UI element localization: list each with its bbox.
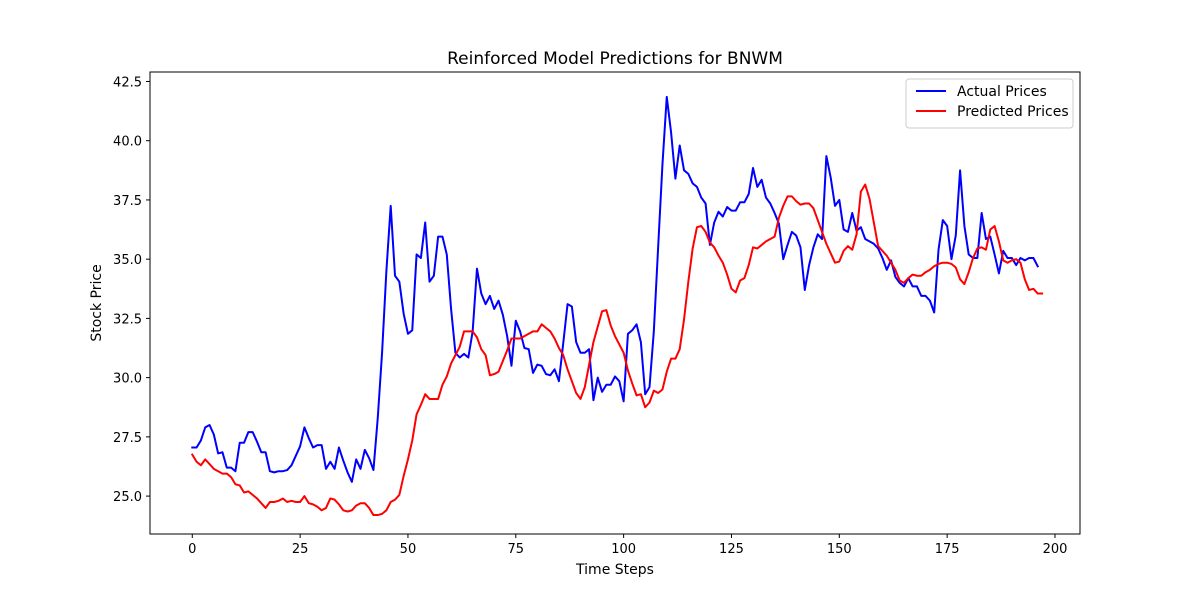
x-axis-label: Time Steps bbox=[575, 562, 654, 578]
y-tick-label: 25.0 bbox=[113, 490, 142, 505]
chart-title: Reinforced Model Predictions for BNWM bbox=[447, 49, 783, 69]
series-line-actual-prices bbox=[191, 95, 1040, 483]
y-tick-label: 37.5 bbox=[113, 194, 142, 209]
x-tick-label: 175 bbox=[935, 542, 960, 557]
y-tick-label: 32.5 bbox=[113, 312, 142, 327]
legend-label-actual-prices: Actual Prices bbox=[957, 84, 1047, 100]
y-tick-label: 30.0 bbox=[113, 372, 142, 387]
x-tick-label: 100 bbox=[611, 542, 636, 557]
y-axis-label: Stock Price bbox=[89, 264, 105, 341]
legend-label-predicted-prices: Predicted Prices bbox=[957, 104, 1069, 120]
x-tick-label: 125 bbox=[719, 542, 744, 557]
x-tick-label: 200 bbox=[1043, 542, 1068, 557]
y-tick-label: 35.0 bbox=[113, 253, 142, 268]
x-tick-label: 50 bbox=[400, 542, 417, 557]
x-tick-label: 75 bbox=[508, 542, 525, 557]
legend: Actual Prices Predicted Prices bbox=[905, 78, 1074, 129]
series-line-predicted-prices bbox=[190, 183, 1044, 517]
x-tick-label: 0 bbox=[188, 542, 196, 557]
y-tick-label: 27.5 bbox=[113, 431, 142, 446]
y-tick-label: 42.5 bbox=[113, 75, 142, 90]
y-tick-label: 40.0 bbox=[113, 135, 142, 150]
x-axis: 0 25 50 75 100 125 150 175 200 bbox=[188, 534, 1067, 557]
x-tick-label: 25 bbox=[292, 542, 309, 557]
x-tick-label: 150 bbox=[827, 542, 852, 557]
legend-box bbox=[905, 78, 1074, 129]
y-axis: 25.0 27.5 30.0 32.5 35.0 37.5 40.0 42.5 bbox=[113, 75, 150, 505]
plot-frame bbox=[149, 71, 1081, 535]
series-layer bbox=[190, 95, 1044, 517]
